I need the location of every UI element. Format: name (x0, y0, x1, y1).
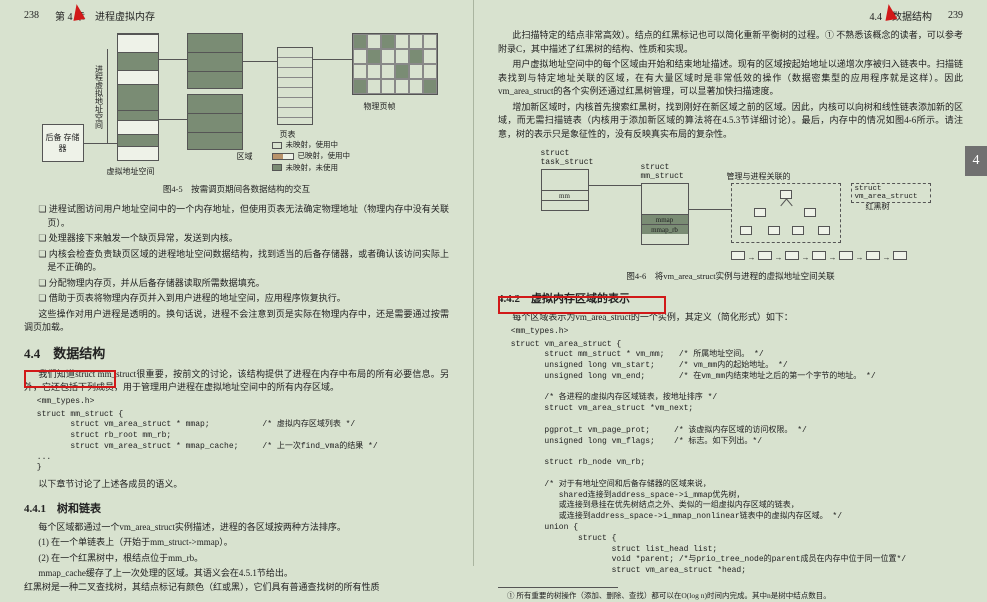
para-after-bullets: 这些操作对用户进程是透明的。换句话说，进程不会注意到页是实际在物理内存中，还是需… (24, 308, 449, 335)
code-4-4-2-path: <mm_types.h> (511, 327, 963, 336)
right-section-ref: 4.4 数据结构 (870, 8, 933, 23)
physical-frames-grid (352, 33, 438, 95)
d46-task-struct: struct task_struct mm (541, 149, 611, 211)
code-4-4-2: struct vm_area_struct { struct mm_struct… (511, 340, 963, 578)
d46-vmas-label: struct vm_area_struct (851, 183, 931, 203)
figure-4-6: struct task_struct mm struct mm_struct m… (531, 147, 931, 267)
region-box-top (187, 33, 243, 89)
d46-mmap-cell: mmap (642, 214, 688, 224)
subsection-4-4-2-para: 每个区域表示为vm_area_struct的一个实例，其定义（简化形式）如下： (498, 311, 963, 325)
footnote-1: ① 所有重要的树操作（添加、删除、查找）都可以在O(log n)时间内完成。其中… (498, 591, 963, 602)
left-chapter-title: 第 4 章 进程虚拟内存 (55, 8, 155, 23)
bullet-4: 分配物理内存页，并从后备存储器读取所需数据填充。 (24, 277, 449, 291)
d46-task-mm-cell: mm (542, 190, 588, 200)
physical-frames-label: 物理页帧 (364, 101, 396, 112)
virtual-address-space-column (117, 33, 159, 161)
subsection-4-4-1-item-1: (1) 在一个单链表上（开始于mm_struct->mmap）。 (24, 536, 449, 550)
right-page-number: 239 (948, 10, 963, 21)
left-header: 238 第 4 章 进程虚拟内存 (24, 8, 449, 23)
left-page-number: 238 (24, 10, 39, 21)
code-4-4-path: <mm_types.h> (37, 397, 449, 406)
bullet-3: 内核会检查负责缺页区域的进程地址空间数据结构，找到适当的后备存储器，或者确认该访… (24, 248, 449, 275)
code-4-4-after: 以下章节讨论了上述各成员的语义。 (24, 478, 449, 492)
section-4-4-para: 我们知道struct mm_struct很重要，按前文的讨论，该结构提供了进程在… (24, 368, 449, 395)
d46-rbtree (731, 183, 841, 243)
subsection-4-4-1-para: 每个区域都通过一个vm_area_struct实例描述，进程的各区域按两种方法排… (24, 521, 449, 535)
page-table-box (277, 47, 313, 125)
subsection-4-4-1-item-2: (2) 在一个红黑树中，根结点位于mm_rb。 (24, 552, 449, 566)
code-4-4: struct mm_struct { struct vm_area_struct… (37, 410, 449, 475)
backstore-box: 后备 存储器 (42, 124, 84, 162)
d46-tree-title: 管理与进程关联的 (727, 171, 791, 182)
footnote-rule (498, 587, 618, 588)
figure-4-5-caption: 图4-5 按需调页期间各数据结构的交互 (24, 183, 449, 195)
figure-4-5-legend: 未映射，使用中 已映射，使用中 未映射，未使用 (272, 139, 351, 173)
chapter-side-tab: 4 (965, 146, 987, 176)
right-header: 4.4 数据结构 239 (498, 8, 963, 23)
d46-mm-label: struct mm_struct (641, 163, 701, 181)
left-page: 238 第 4 章 进程虚拟内存 后备 存储器 进程虚拟地址空间 虚拟地址空间 … (0, 0, 474, 566)
subsection-4-4-2-heading: 4.4.2 虚拟内存区域的表示 (498, 290, 963, 306)
right-para-2: 用户虚拟地址空间中的每个区域由开始和结束地址描述。现有的区域按起始地址以递增次序… (498, 58, 963, 99)
figure-4-6-caption: 图4-6 将vm_area_struct实例与进程的虚拟地址空间关联 (498, 270, 963, 282)
right-page: 4.4 数据结构 239 此扫描特定的结点非常高效）。结点的红黑标记也可以简化重… (474, 0, 987, 566)
subsection-4-4-1-heading: 4.4.1 树和链表 (24, 500, 449, 516)
bullet-2: 处理器接下来触发一个缺页异常，发送到内核。 (24, 232, 449, 246)
d46-mmap-rb-cell: mmap_rb (642, 224, 688, 234)
bullet-1: 进程试图访问用户地址空间中的一个内存地址，但使用页表无法确定物理地址（物理内存中… (24, 203, 449, 230)
figure-4-5: 后备 存储器 进程虚拟地址空间 虚拟地址空间 区域 页表 物理页帧 (32, 29, 442, 179)
region-label: 区域 (237, 151, 253, 162)
region-box-bottom (187, 94, 243, 150)
d46-task-label: struct task_struct (541, 149, 611, 167)
d46-mm-struct: struct mm_struct mmap mmap_rb (641, 163, 701, 245)
legend-mapped-used: 已映射，使用中 (298, 151, 351, 160)
section-4-4-heading: 4.4 数据结构 (24, 343, 449, 362)
subsection-4-4-1-tail: mmap_cache缓存了上一次处理的区域。其语义会在4.5.1节给出。 红黑树… (24, 567, 449, 594)
vas-bottom-label: 虚拟地址空间 (107, 166, 155, 177)
right-para-1: 此扫描特定的结点非常高效）。结点的红黑标记也可以简化重新平衡树的过程。① 不熟悉… (498, 29, 963, 56)
right-para-3: 增加新区域时，内核首先搜索红黑树，找到刚好在新区域之前的区域。因此，内核可以向树… (498, 101, 963, 142)
d46-linked-list: → → → → → → (731, 251, 910, 262)
legend-unmapped-unused: 未映射，未使用 (286, 163, 339, 172)
legend-unmapped-used: 未映射，使用中 (286, 140, 339, 149)
vas-axis-label: 进程虚拟地址空间 (96, 49, 108, 144)
bullet-5: 借助于页表将物理内存页并入到用户进程的地址空间，应用程序恢复执行。 (24, 292, 449, 306)
